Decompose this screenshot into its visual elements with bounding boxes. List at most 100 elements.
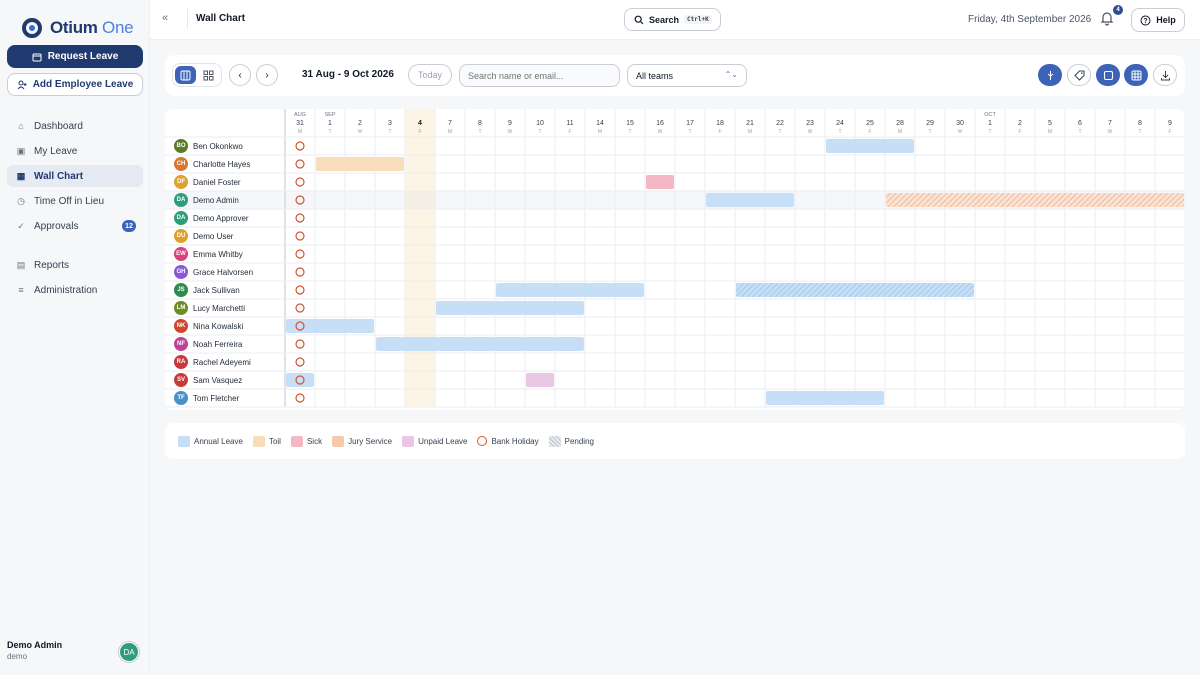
next-period-button[interactable]: › [256, 64, 278, 86]
bell-icon[interactable] [1100, 10, 1114, 26]
sidebar-item-label: Wall Chart [34, 170, 84, 182]
today-button[interactable]: Today [408, 64, 452, 86]
leave-bar-unpaid[interactable] [526, 373, 554, 387]
sidebar-item-label: Reports [34, 259, 70, 271]
collapse-sidebar-icon[interactable]: « [162, 12, 169, 24]
weekday-label: M [1048, 129, 1052, 135]
weekday-label: F [1168, 129, 1171, 135]
leave-bar-jury-pending[interactable] [886, 193, 1184, 207]
help-label: Help [1156, 15, 1176, 25]
bank-holiday-marker [295, 321, 305, 331]
sidebar-item-my-leave[interactable]: ▣ My Leave [7, 140, 143, 162]
sidebar-item-time-off-in-lieu[interactable]: ◷ Time Off in Lieu [7, 190, 143, 212]
employee-row[interactable]: NF Noah Ferreira [165, 335, 285, 353]
leave-types-button[interactable] [1067, 64, 1091, 86]
leave-bar-annual[interactable] [826, 139, 914, 153]
leave-bar-annual[interactable] [286, 319, 374, 333]
month-label: AUG [294, 112, 306, 118]
day-number: 8 [1138, 120, 1142, 127]
table-view-button[interactable] [1124, 64, 1148, 86]
day-number: 21 [746, 120, 754, 127]
legend: Annual Leave Toil Sick Jury Service Unpaid L… [165, 423, 1185, 459]
employee-row[interactable]: DU Demo User [165, 227, 285, 245]
employee-row[interactable]: BO Ben Okonkwo [165, 137, 285, 155]
employee-row[interactable]: LM Lucy Marchetti [165, 299, 285, 317]
leave-bar-annual[interactable] [436, 301, 584, 315]
team-filter-select[interactable]: All teams ⌃⌄ [627, 64, 747, 87]
search-label: Search [649, 14, 680, 25]
employee-avatar: DF [174, 175, 188, 189]
leave-bar-annual-pending[interactable] [736, 283, 974, 297]
employee-row[interactable]: CH Charlotte Hayes [165, 155, 285, 173]
tag-icon [1073, 70, 1084, 81]
leave-bar-annual[interactable] [286, 373, 314, 387]
leave-bar-toil[interactable] [316, 157, 404, 171]
current-user[interactable]: Demo Admin demo DA [7, 640, 143, 662]
leave-bar-annual[interactable] [496, 283, 644, 297]
day-number: 1 [328, 120, 332, 127]
sidebar-item-label: Time Off in Lieu [34, 195, 105, 207]
weekday-label: F [868, 129, 871, 135]
legend-label: Bank Holiday [491, 436, 539, 446]
day-number: 25 [866, 120, 874, 127]
day-number: 22 [776, 120, 784, 127]
sidebar-item-dashboard[interactable]: ⌂ Dashboard [7, 115, 143, 137]
avatar[interactable]: DA [119, 642, 139, 662]
weekday-label: W [658, 129, 663, 135]
chevron-left-icon: ‹ [238, 69, 242, 81]
search-icon [634, 15, 644, 24]
weekday-label: F [568, 129, 571, 135]
export-button[interactable] [1153, 64, 1177, 86]
help-button[interactable]: ? Help [1131, 8, 1185, 32]
employee-row[interactable]: DA Demo Approver [165, 209, 285, 227]
leave-bar-annual[interactable] [376, 337, 584, 351]
employee-row[interactable]: GH Grace Halvorsen [165, 263, 285, 281]
previous-period-button[interactable]: ‹ [229, 64, 251, 86]
employee-row[interactable]: DA Demo Admin [165, 191, 285, 209]
columns-view-button[interactable] [175, 66, 196, 84]
weekday-label: F [1018, 129, 1021, 135]
day-number: 23 [806, 120, 814, 127]
compact-view-button[interactable] [1038, 64, 1062, 86]
employee-row[interactable]: NK Nina Kowalski [165, 317, 285, 335]
bank-holiday-marker [295, 393, 305, 403]
grid-view-button[interactable] [198, 66, 219, 84]
day-number: 4 [418, 120, 422, 127]
employee-row[interactable]: RA Rachel Adeyemi [165, 353, 285, 371]
employee-row[interactable]: SV Sam Vasquez [165, 371, 285, 389]
leave-bar-annual[interactable] [706, 193, 794, 207]
weekday-label: F [418, 129, 421, 135]
home-icon: ⌂ [18, 121, 24, 131]
employee-name: Rachel Adeyemi [193, 357, 251, 367]
employee-row[interactable]: JS Jack Sullivan [165, 281, 285, 299]
day-number: 9 [1168, 120, 1172, 127]
sidebar-item-approvals[interactable]: ✓ Approvals 12 [7, 215, 143, 237]
leave-bar-annual[interactable] [766, 391, 884, 405]
sidebar-item-reports[interactable]: ▤ Reports [7, 254, 143, 276]
view-toggle [172, 63, 222, 87]
day-number: 18 [716, 120, 724, 127]
employee-row[interactable]: DF Daniel Foster [165, 173, 285, 191]
day-number: 30 [956, 120, 964, 127]
app-logo[interactable]: Otium One [0, 0, 149, 44]
day-number: 6 [1078, 120, 1082, 127]
square-view-button[interactable] [1096, 64, 1120, 86]
weekday-label: T [928, 129, 931, 135]
day-number: 11 [566, 120, 573, 127]
add-employee-leave-button[interactable]: Add Employee Leave [7, 73, 143, 96]
legend-item-jury: Jury Service [332, 435, 392, 447]
legend-label: Unpaid Leave [418, 436, 468, 446]
global-search-button[interactable]: Search Ctrl+K [624, 8, 721, 31]
bank-holiday-marker [295, 195, 305, 205]
sidebar-item-wall-chart[interactable]: ▦ Wall Chart [7, 165, 143, 187]
weekday-label: W [958, 129, 963, 135]
sidebar-item-administration[interactable]: ≡ Administration [7, 279, 143, 301]
user-plus-icon [17, 80, 27, 89]
request-leave-button[interactable]: Request Leave [7, 45, 143, 68]
bank-holiday-marker [295, 357, 305, 367]
leave-bar-sick[interactable] [646, 175, 674, 189]
employee-row[interactable]: TF Tom Fletcher [165, 389, 285, 407]
grid-icon [203, 70, 214, 80]
employee-row[interactable]: EW Emma Whitby [165, 245, 285, 263]
employee-search-input[interactable] [459, 64, 620, 87]
